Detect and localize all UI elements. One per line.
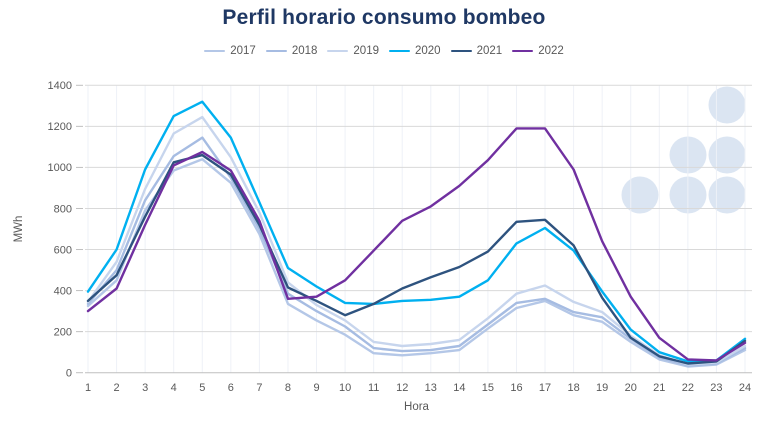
legend-label: 2019 xyxy=(353,45,379,57)
legend-line-swatch xyxy=(327,49,349,53)
chart-title: Perfil horario consumo bombeo xyxy=(222,6,546,29)
x-tick-label-17: 17 xyxy=(539,382,551,394)
legend-item-2018: 2018 xyxy=(265,45,318,57)
legend-line-swatch xyxy=(265,49,287,53)
y-tick-label-200: 200 xyxy=(54,326,72,338)
legend-item-2019: 2019 xyxy=(327,45,379,57)
x-tick-label-4: 4 xyxy=(171,382,177,394)
watermark-circle xyxy=(708,176,746,214)
x-tick-label-11: 11 xyxy=(368,382,379,394)
legend-label: 2017 xyxy=(230,45,256,57)
watermark-circle xyxy=(708,86,746,124)
y-tick-label-1200: 1200 xyxy=(48,121,72,133)
x-tick-label-5: 5 xyxy=(199,382,205,394)
x-tick-label-1: 1 xyxy=(85,382,91,394)
legend-item-2017: 2017 xyxy=(204,45,256,57)
x-tick-label-23: 23 xyxy=(710,382,722,394)
x-tick-label-21: 21 xyxy=(653,382,665,394)
x-tick-label-3: 3 xyxy=(142,382,148,394)
legend-item-2020: 2020 xyxy=(389,45,441,57)
line-2019 xyxy=(86,115,747,366)
x-tick-label-24: 24 xyxy=(739,382,751,394)
x-axis-title: Hora xyxy=(404,401,430,413)
legend-line-swatch xyxy=(204,49,226,53)
x-tick-label-16: 16 xyxy=(510,382,522,394)
y-tick-label-1000: 1000 xyxy=(48,162,72,174)
y-tick-label-1400: 1400 xyxy=(48,80,72,92)
x-tick-label-12: 12 xyxy=(396,382,408,394)
legend-line-swatch xyxy=(450,49,472,53)
y-tick-label-800: 800 xyxy=(54,203,72,215)
x-tick-label-13: 13 xyxy=(425,382,437,394)
legend-item-2021: 2021 xyxy=(450,45,503,57)
line-2020 xyxy=(86,100,747,363)
y-tick-label-600: 600 xyxy=(54,244,72,256)
y-tick-label-0: 0 xyxy=(66,368,72,380)
x-tick-label-22: 22 xyxy=(682,382,694,394)
legend-label: 2022 xyxy=(538,45,564,57)
legend-line-swatch xyxy=(389,49,410,53)
x-tick-label-19: 19 xyxy=(596,382,608,394)
x-tick-label-18: 18 xyxy=(567,382,579,394)
y-tick-label-400: 400 xyxy=(54,285,72,297)
chart-legend: 2017 2018 2019 2020 2021 2022 xyxy=(0,45,768,57)
x-tick-label-20: 20 xyxy=(625,382,637,394)
legend-label: 2018 xyxy=(291,45,318,57)
x-tick-label-8: 8 xyxy=(285,382,291,394)
watermark-circle xyxy=(621,176,659,214)
line-2021 xyxy=(86,153,747,365)
y-axis-title: MWh xyxy=(13,216,25,243)
x-tick-label-6: 6 xyxy=(228,382,234,394)
line-2022 xyxy=(86,127,747,362)
watermark-circle xyxy=(708,136,746,174)
x-tick-label-10: 10 xyxy=(339,382,351,394)
legend-line-swatch xyxy=(512,49,534,53)
x-tick-label-15: 15 xyxy=(482,382,494,394)
legend-label: 2021 xyxy=(476,45,503,57)
x-tick-label-14: 14 xyxy=(453,382,465,394)
x-tick-label-2: 2 xyxy=(114,382,120,394)
x-tick-label-7: 7 xyxy=(256,382,262,394)
line-2017 xyxy=(86,158,747,368)
legend-item-2022: 2022 xyxy=(512,45,564,57)
x-tick-label-9: 9 xyxy=(313,382,319,394)
legend-label: 2020 xyxy=(415,45,441,57)
